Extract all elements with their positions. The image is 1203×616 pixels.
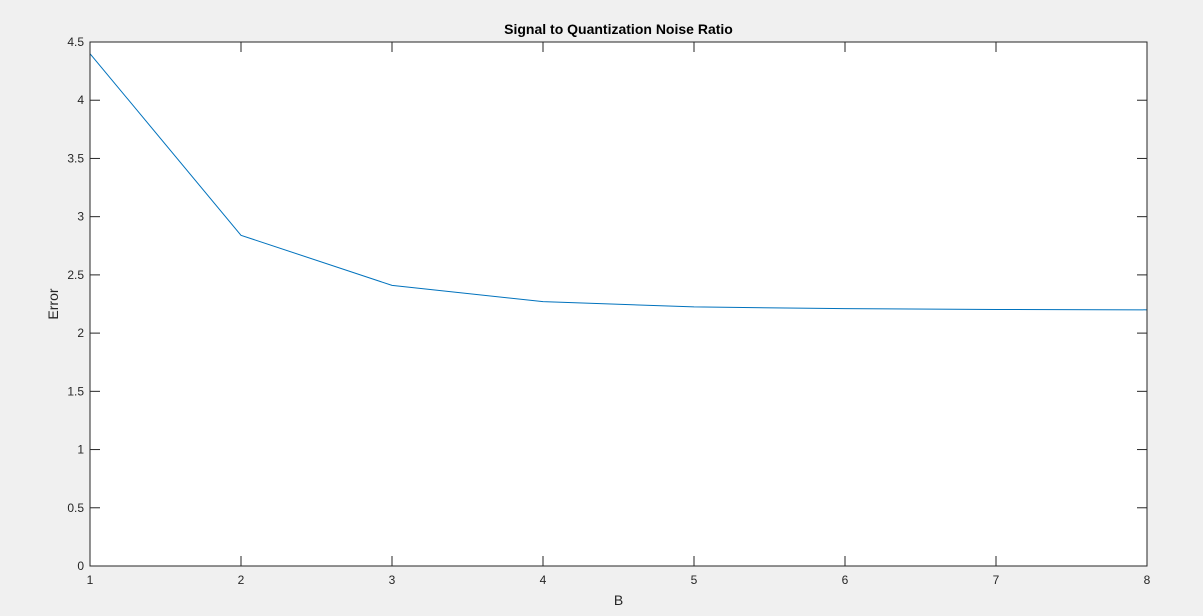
x-tick-label: 7 bbox=[993, 573, 1000, 587]
x-tick-label: 3 bbox=[389, 573, 396, 587]
y-tick-label: 1 bbox=[77, 443, 84, 457]
x-tick-label: 8 bbox=[1144, 573, 1151, 587]
y-tick-label: 1.5 bbox=[67, 384, 84, 398]
x-tick-label: 6 bbox=[842, 573, 849, 587]
axes-box bbox=[89, 41, 1148, 567]
y-axis-label: Error bbox=[45, 288, 61, 319]
y-tick-label: 2.5 bbox=[67, 268, 84, 282]
y-tick-label: 2 bbox=[77, 326, 84, 340]
series-line-1 bbox=[89, 53, 1148, 311]
y-tick-label: 3.5 bbox=[67, 151, 84, 165]
y-tick-label: 4.5 bbox=[67, 35, 84, 49]
y-tick-label: 4 bbox=[77, 93, 84, 107]
x-tick-label: 4 bbox=[540, 573, 547, 587]
y-tick-label: 0.5 bbox=[67, 501, 84, 515]
x-tick-label: 5 bbox=[691, 573, 698, 587]
y-tick-label: 3 bbox=[77, 210, 84, 224]
chart-title: Signal to Quantization Noise Ratio bbox=[504, 21, 733, 37]
y-tick-label: 0 bbox=[77, 559, 84, 573]
x-axis-label: B bbox=[614, 592, 623, 608]
axes-layer: 1 2 3 4 5 6 7 8 0 0.5 1 1.5 2 2.5 3 3.5 4 4.5 bbox=[67, 35, 1150, 587]
x-tick-label: 2 bbox=[238, 573, 245, 587]
x-tick-label: 1 bbox=[87, 573, 94, 587]
